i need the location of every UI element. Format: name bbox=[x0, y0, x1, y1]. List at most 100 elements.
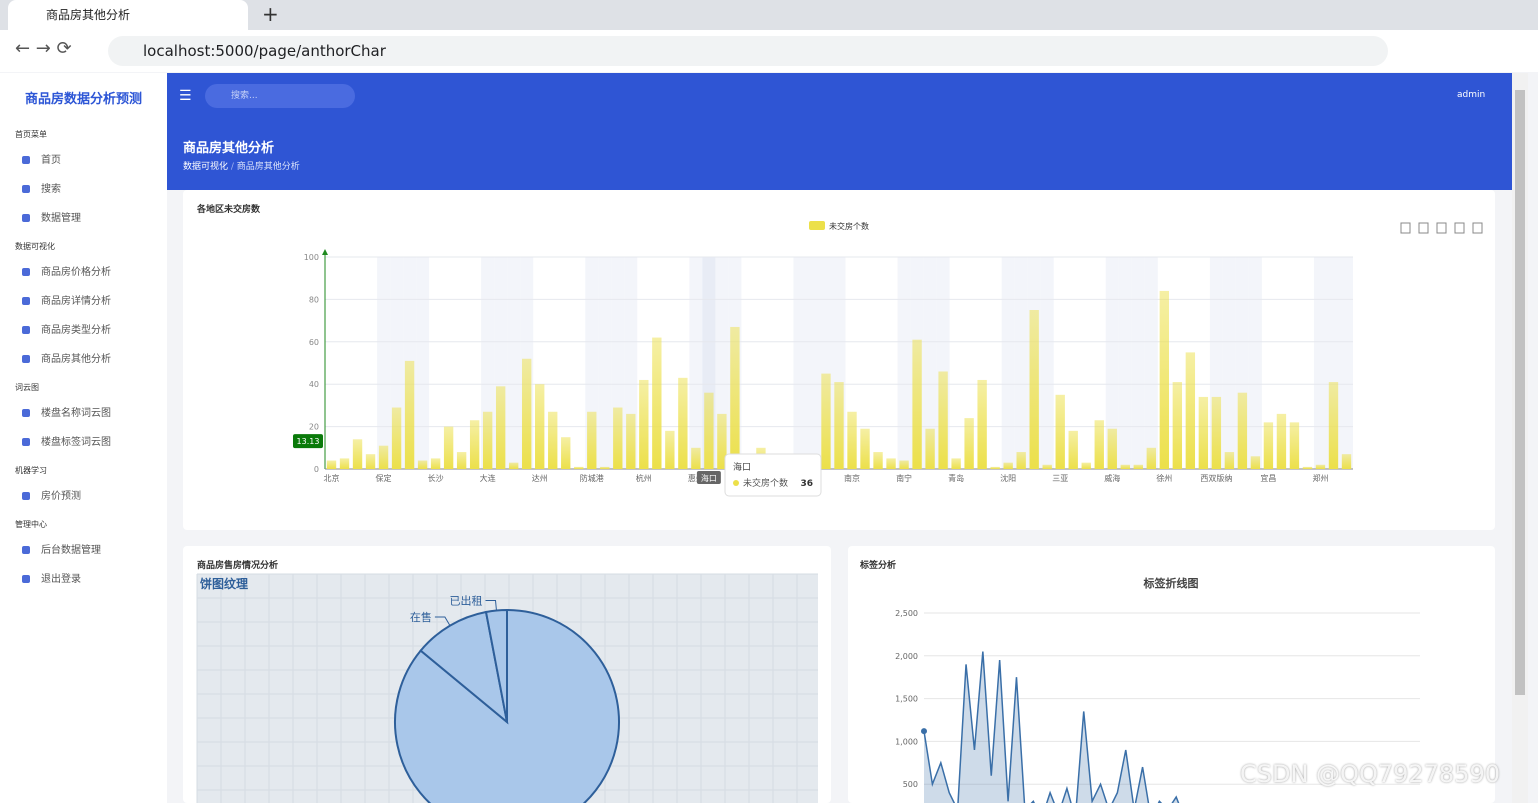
bar bbox=[1016, 452, 1026, 469]
menu-item[interactable]: 后台数据管理 bbox=[0, 536, 167, 565]
menu-item[interactable]: 房价预测 bbox=[0, 482, 167, 511]
bar bbox=[1003, 462, 1013, 469]
legend-swatch bbox=[809, 221, 825, 230]
pointer-label: 13.13 bbox=[297, 437, 320, 446]
crumb[interactable]: 数据可视化 bbox=[183, 162, 229, 172]
menu-icon bbox=[22, 185, 30, 193]
menu-item[interactable]: 楼盘标签词云图 bbox=[0, 428, 167, 457]
toolbox-icon[interactable] bbox=[1418, 222, 1429, 234]
menu-icon bbox=[22, 355, 30, 363]
line-chart: 标签折线图 500 1,000 1,500 2,000 2,500 bbox=[895, 576, 1420, 803]
bar bbox=[1289, 422, 1300, 469]
bar bbox=[365, 454, 376, 469]
bar bbox=[1172, 382, 1183, 469]
bar bbox=[469, 420, 480, 469]
chart-title: 饼图纹理 bbox=[200, 576, 248, 591]
scroll-thumb[interactable] bbox=[1515, 90, 1525, 695]
toolbox-icon[interactable] bbox=[1436, 222, 1447, 234]
band bbox=[1144, 257, 1158, 469]
y-tick-label: 20 bbox=[309, 423, 319, 432]
toolbox-icon[interactable] bbox=[1400, 222, 1411, 234]
menu-label: 商品房其他分析 bbox=[41, 354, 111, 365]
toolbox-icon[interactable] bbox=[1454, 222, 1465, 234]
x-tick-label: 徐州 bbox=[1156, 473, 1172, 483]
menu-toggle[interactable]: ☰ bbox=[179, 88, 192, 104]
x-tick-label: 杭州 bbox=[636, 473, 652, 483]
y-tick-label: 80 bbox=[309, 295, 319, 304]
band bbox=[1131, 257, 1145, 469]
card-title: 商品房售房情况分析 bbox=[197, 561, 279, 571]
line bbox=[923, 651, 1180, 803]
axis-pointer-box bbox=[696, 471, 721, 484]
menu-label: 首页 bbox=[41, 155, 61, 166]
menu-item[interactable]: 数据管理 bbox=[0, 204, 167, 233]
bar bbox=[548, 411, 558, 469]
y-tick-label: 2,500 bbox=[895, 609, 918, 618]
bar bbox=[1107, 428, 1117, 469]
band bbox=[793, 257, 807, 469]
menu-item[interactable]: 商品房价格分析 bbox=[0, 258, 167, 287]
bar bbox=[378, 445, 389, 469]
search[interactable]: 搜索... bbox=[205, 84, 355, 108]
bar bbox=[1328, 382, 1339, 469]
menu-label: 后台数据管理 bbox=[41, 545, 101, 556]
menu-item[interactable]: 商品房详情分析 bbox=[0, 287, 167, 316]
y-axis-arrow bbox=[322, 249, 328, 255]
new-tab[interactable]: + bbox=[262, 2, 279, 26]
nav-buttons[interactable]: ← → ⟳ bbox=[15, 38, 72, 59]
bar bbox=[730, 326, 740, 469]
menu-icon bbox=[22, 575, 30, 583]
crumb: 商品房其他分析 bbox=[236, 162, 300, 172]
user[interactable]: admin bbox=[1457, 90, 1486, 100]
leader-line bbox=[485, 600, 497, 611]
bar bbox=[860, 428, 870, 469]
menu-label: 搜索 bbox=[41, 184, 61, 195]
menu-item[interactable]: 首页 bbox=[0, 146, 167, 175]
menu-item[interactable]: 楼盘名称词云图 bbox=[0, 399, 167, 428]
y-tick-label: 1,500 bbox=[895, 695, 918, 704]
bar bbox=[1237, 392, 1248, 469]
x-tick-label: 北京 bbox=[324, 473, 340, 483]
bar bbox=[925, 428, 935, 469]
bar bbox=[587, 411, 597, 469]
bar bbox=[1341, 454, 1352, 469]
x-tick-label: 西双版纳 bbox=[1200, 473, 1232, 483]
bar bbox=[1198, 396, 1209, 469]
band bbox=[1040, 257, 1054, 469]
bar bbox=[1302, 466, 1313, 469]
menu-label: 房价预测 bbox=[41, 491, 81, 502]
x-tick-label: 青岛 bbox=[948, 473, 964, 483]
bar bbox=[834, 382, 844, 469]
bar bbox=[1263, 422, 1274, 469]
brand: 商品房数据分析预测 bbox=[24, 92, 142, 107]
x-tick-label: 南京 bbox=[844, 473, 860, 483]
bar bbox=[404, 360, 415, 469]
tab[interactable]: 商品房其他分析 bbox=[8, 0, 248, 30]
bar bbox=[899, 460, 909, 469]
toolbox-icon[interactable] bbox=[1472, 222, 1483, 234]
bar bbox=[535, 384, 545, 469]
bar bbox=[704, 392, 714, 469]
bar bbox=[522, 358, 532, 469]
slice-label: 已出租 bbox=[450, 594, 483, 608]
menu-item[interactable]: 商品房其他分析 bbox=[0, 345, 167, 374]
line-card: 标签分析 标签折线图 500 1,000 1,500 2,000 2,500 bbox=[848, 546, 1495, 803]
card-title: 标签分析 bbox=[860, 561, 897, 571]
header: ☰ 搜索... admin 商品房其他分析 数据可视化 / 商品房其他分析 bbox=[167, 73, 1512, 190]
area bbox=[924, 651, 1179, 803]
menu-item[interactable]: 商品房类型分析 bbox=[0, 316, 167, 345]
y-tick-label: 0 bbox=[314, 465, 319, 474]
menu-label: 楼盘名称词云图 bbox=[41, 408, 111, 419]
band bbox=[1001, 257, 1015, 469]
menu-item[interactable]: 搜索 bbox=[0, 175, 167, 204]
menu-icon bbox=[22, 268, 30, 276]
band bbox=[1339, 257, 1353, 469]
url[interactable]: localhost:5000/page/anthorChar bbox=[108, 36, 1388, 66]
band bbox=[1313, 257, 1327, 469]
x-tick-label: 郑州 bbox=[1312, 473, 1328, 483]
menu-item[interactable]: 退出登录 bbox=[0, 565, 167, 594]
card-title: 各地区未交房数 bbox=[197, 205, 261, 215]
y-tick-label: 100 bbox=[304, 253, 319, 262]
